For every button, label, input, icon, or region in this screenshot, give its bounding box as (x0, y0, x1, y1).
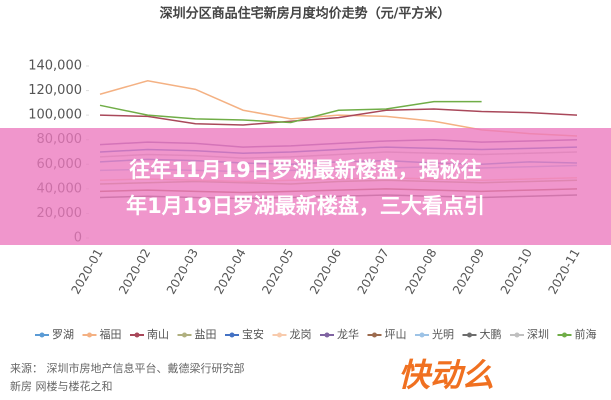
legend-marker (419, 332, 425, 338)
overlay-title: 年1月19日罗湖最新楼盘，三大看点引 (126, 194, 485, 218)
x-tick-label: 2020-11 (545, 246, 582, 296)
logo: 快动么 (398, 356, 495, 394)
overlay-title: 往年11月19日罗湖最新楼盘，揭秘往 (129, 158, 482, 182)
series-line (99, 108, 578, 126)
legend-label: 大鹏 (480, 327, 502, 341)
x-tick-label: 2020-04 (212, 246, 249, 296)
overlay-banner: 往年11月19日罗湖最新楼盘，揭秘往 年1月19日罗湖最新楼盘，三大看点引 (0, 128, 611, 245)
x-tick-label: 2020-06 (307, 246, 344, 296)
legend-label: 坪山 (385, 328, 407, 341)
x-tick-label: 2020-10 (498, 246, 535, 296)
legend-marker (229, 332, 235, 338)
legend-label: 宝安 (242, 327, 264, 341)
x-tick-label: 2020-05 (259, 246, 296, 296)
legend-marker (467, 332, 472, 338)
legend-marker (87, 332, 92, 338)
legend-label: 南山 (147, 328, 169, 341)
legend-label: 罗湖 (52, 328, 74, 341)
series-line (99, 100, 482, 124)
x-tick-label: 2020-08 (402, 246, 439, 296)
legend-marker (134, 332, 140, 338)
source-label: 新房 (10, 380, 32, 393)
source-line: 来源： 深圳市房地产信息平台、戴德梁行研究部 (10, 360, 245, 376)
y-tick-label: 100,000 (28, 108, 82, 123)
legend-label: 盐田 (195, 328, 217, 341)
legend-marker (324, 332, 330, 338)
legend-marker (372, 332, 377, 338)
chart-title: 深圳分区商品住宅新房月度均价走势（元/平方米） (160, 6, 451, 22)
source-label: 来源： (10, 362, 43, 375)
legend-label: 龙岗 (290, 328, 312, 341)
y-tick-label: 120,000 (28, 83, 82, 98)
x-tick-label: 2020-09 (450, 246, 487, 296)
legend-marker (562, 332, 567, 338)
source-text: 网楼与楼花之和 (35, 380, 113, 393)
legend-marker (277, 332, 282, 338)
source-text: 深圳市房地产信息平台、戴德梁行研究部 (46, 362, 245, 375)
legend-label: 福田 (100, 327, 122, 341)
legend-label: 深圳 (527, 328, 549, 341)
legend-label: 前海 (575, 327, 597, 341)
legend-label: 龙华 (337, 327, 359, 341)
source-line: 新房 网楼与楼花之和 (10, 378, 113, 394)
legend-label: 光明 (432, 327, 454, 341)
x-tick-label: 2020-02 (116, 246, 153, 296)
y-tick-label: 140,000 (28, 59, 82, 74)
legend-marker (182, 332, 187, 338)
x-tick-label: 2020-07 (355, 246, 392, 296)
x-tick-label: 2020-01 (68, 246, 105, 296)
legend-marker (39, 332, 45, 338)
legend-marker (514, 332, 520, 338)
x-tick-label: 2020-03 (164, 246, 201, 296)
